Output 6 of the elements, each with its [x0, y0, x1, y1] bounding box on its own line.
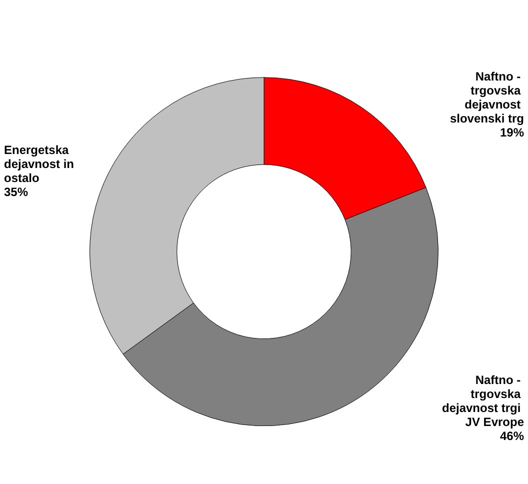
slice-label: Energetska dejavnost in ostalo — [4, 142, 78, 185]
data-label: 46% — [500, 428, 524, 443]
slice-label: Naftno - trgovska dejavnost trgi JV Evrope — [442, 372, 524, 429]
slice-label: Naftno - trgovska dejavnost slovenski trg — [450, 69, 524, 126]
data-label: 35% — [4, 184, 28, 199]
data-label: 19% — [500, 125, 524, 140]
